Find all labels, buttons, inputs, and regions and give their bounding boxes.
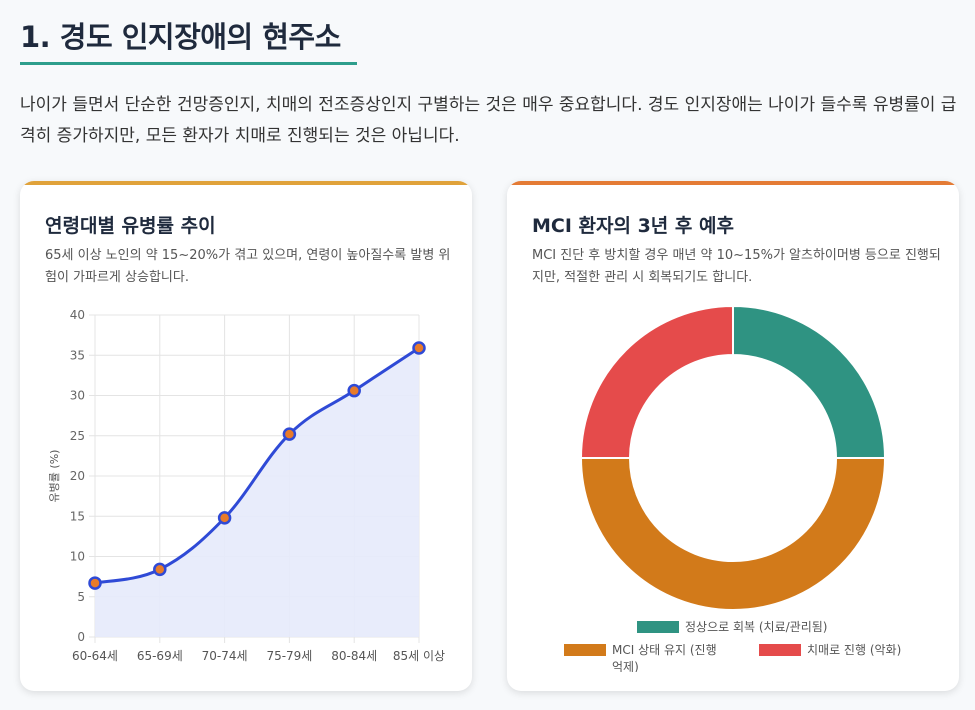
prevalence-card-description: 65세 이상 노인의 약 15~20%가 겪고 있으며, 연령이 높아질수록 발… <box>45 248 451 285</box>
x-tick-label: 60-64세 <box>72 649 118 663</box>
x-tick-label: 80-84세 <box>331 649 377 663</box>
area-fill <box>95 348 419 637</box>
data-point <box>347 383 361 398</box>
prognosis-donut-chart <box>579 304 887 611</box>
x-tick-label: 70-74세 <box>202 649 248 663</box>
prognosis-card: MCI 환자의 3년 후 예후 MCI 진단 후 방치할 경우 매년 약 10~… <box>507 181 959 691</box>
prevalence-line-chart: 0 5 10 15 20 25 30 35 40 60-64세 65-69세 70-74세 75-79세… <box>48 308 445 663</box>
prognosis-card-title: MCI 환자의 3년 후 예후 <box>532 215 734 237</box>
y-tick-label: 10 <box>70 550 85 564</box>
y-tick-label: 25 <box>70 429 85 443</box>
legend-label: 정상으로 회복 (치료/관리됨) <box>685 620 828 634</box>
prevalence-card-title: 연령대별 유병률 추이 <box>45 215 216 237</box>
x-tick-label: 75-79세 <box>266 649 312 663</box>
donut-slice <box>579 457 887 611</box>
y-tick-label: 0 <box>77 630 85 644</box>
y-tick-label: 20 <box>70 469 85 483</box>
y-tick-label: 35 <box>70 348 85 362</box>
card-accent-bar <box>20 181 472 185</box>
legend-swatch <box>637 621 679 633</box>
data-point <box>217 511 232 525</box>
y-tick-label: 15 <box>70 509 85 523</box>
title-underline <box>20 62 357 65</box>
data-point <box>88 576 102 590</box>
y-tick-label: 40 <box>70 308 85 322</box>
legend-swatch <box>564 644 606 656</box>
intro-text: 나이가 들면서 단순한 건망증인지, 치매의 전조증상인지 구별하는 것은 매우… <box>20 95 957 146</box>
y-axis-label: 유병률 (%) <box>48 450 61 503</box>
data-point <box>282 427 297 441</box>
card-accent-bar <box>507 181 959 185</box>
prevalence-card: 연령대별 유병률 추이 65세 이상 노인의 약 15~20%가 겪고 있으며,… <box>20 181 472 691</box>
prognosis-card-description: MCI 진단 후 방치할 경우 매년 약 10~15%가 알츠하이머병 등으로 … <box>532 248 941 285</box>
y-tick-label: 5 <box>77 590 85 604</box>
donut-slice <box>732 304 887 459</box>
legend-label: MCI 상태 유지 (진행 억제) <box>612 643 717 672</box>
data-point <box>153 562 167 577</box>
legend-label: 치매로 진행 (악화) <box>807 643 902 657</box>
x-tick-label: 65-69세 <box>137 649 183 663</box>
donut-slice <box>579 304 734 459</box>
page-title: 1. 경도 인지장애의 현주소 <box>20 20 341 54</box>
legend-swatch <box>759 644 801 656</box>
data-point <box>412 341 426 355</box>
y-tick-label: 30 <box>70 389 85 403</box>
x-tick-label: 85세 이상 <box>393 649 445 663</box>
